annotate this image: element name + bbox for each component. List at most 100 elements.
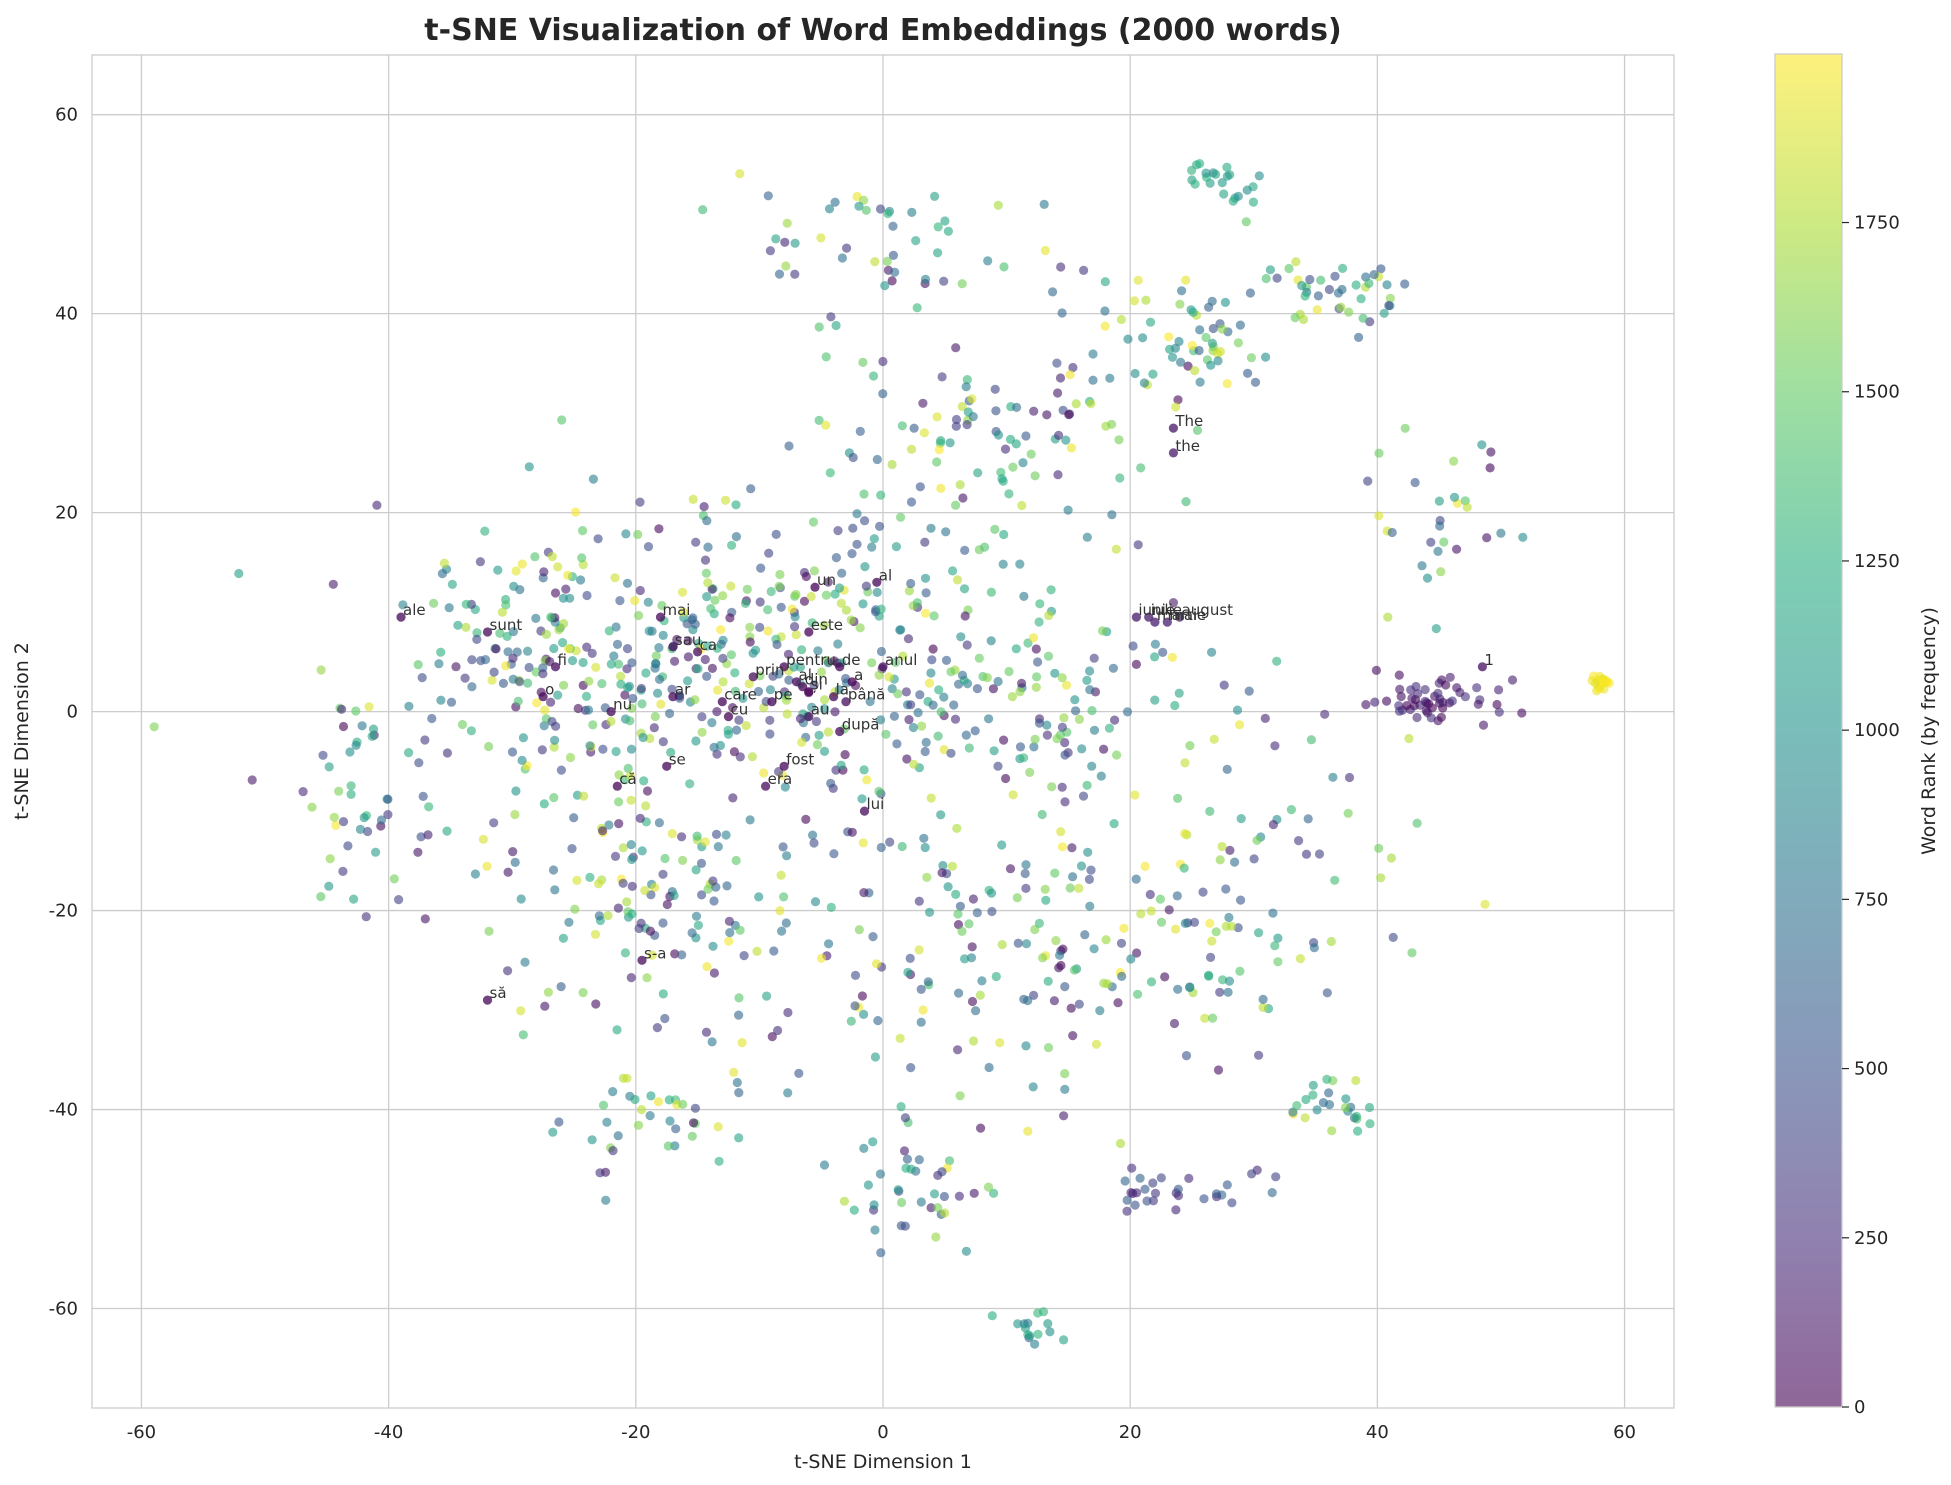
scatter-point (1011, 644, 1021, 654)
scatter-point (1145, 889, 1155, 900)
scatter-point (1030, 734, 1040, 744)
scatter-point (950, 714, 961, 724)
scatter-point (612, 639, 623, 650)
scatter-point (660, 1013, 670, 1024)
scatter-point (1344, 772, 1355, 783)
scatter-point (1222, 379, 1232, 389)
scatter-point (444, 603, 454, 613)
scatter-point (772, 639, 782, 650)
scatter-point (1055, 950, 1065, 960)
scatter-point (723, 729, 734, 739)
scatter-point (1017, 678, 1027, 689)
scatter-point (790, 622, 800, 632)
scatter-point (929, 1189, 940, 1199)
scatter-point (1142, 1196, 1152, 1206)
scatter-point (962, 375, 972, 385)
scatter-point (706, 604, 716, 614)
scatter-point (338, 721, 349, 732)
scatter-point (588, 720, 598, 730)
scatter-point (664, 1095, 674, 1105)
scatter-point (1131, 659, 1141, 670)
scatter-point (1449, 456, 1459, 466)
colorbar-tick-label: 0 (1854, 1397, 1865, 1418)
scatter-point (1021, 431, 1031, 441)
word-point (835, 726, 845, 737)
scatter-point (993, 676, 1003, 687)
scatter-point (604, 626, 614, 636)
scatter-point (1199, 1194, 1209, 1204)
scatter-point (960, 545, 970, 556)
scatter-point (1236, 814, 1246, 824)
scatter-point (821, 352, 831, 362)
scatter-point (1133, 275, 1143, 285)
scatter-point (1221, 921, 1231, 932)
scatter-point (670, 949, 680, 959)
scatter-point (614, 770, 624, 780)
scatter-point (755, 622, 765, 633)
word-point (761, 781, 771, 791)
scatter-point (711, 829, 722, 840)
scatter-point (653, 688, 663, 698)
scatter-point (627, 881, 637, 892)
scatter-point (790, 612, 800, 622)
scatter-point (1063, 505, 1073, 515)
scatter-point (926, 523, 936, 533)
scatter-point (999, 529, 1009, 540)
scatter-point (707, 1037, 717, 1047)
scatter-point (461, 622, 471, 632)
word-label: fi (558, 651, 567, 669)
scatter-point (888, 250, 899, 260)
scatter-point (1013, 1319, 1023, 1329)
scatter-point (549, 742, 559, 752)
scatter-point (1445, 672, 1455, 682)
scatter-point (765, 715, 775, 725)
scatter-point (1433, 546, 1443, 557)
scatter-point (953, 909, 963, 919)
scatter-point (630, 1094, 640, 1105)
scatter-point (1295, 954, 1305, 964)
scatter-point (671, 1124, 681, 1134)
word-label: după (842, 716, 880, 734)
scatter-point (944, 1156, 955, 1166)
scatter-point (1131, 874, 1141, 884)
scatter-point (472, 634, 482, 645)
scatter-point (820, 695, 830, 705)
scatter-point (972, 908, 982, 918)
scatter-point (951, 889, 961, 900)
scatter-point (678, 607, 688, 617)
scatter-point (892, 739, 902, 749)
scatter-point (553, 562, 563, 572)
scatter-point (635, 497, 645, 507)
scatter-point (1167, 352, 1178, 362)
scatter-point (1035, 599, 1045, 609)
word-label: iunie (1138, 601, 1175, 619)
scatter-point (907, 207, 917, 217)
scatter-point (1254, 928, 1264, 938)
scatter-point (1133, 989, 1143, 999)
scatter-point (1219, 189, 1229, 199)
scatter-point (1213, 356, 1223, 366)
scatter-point (1320, 709, 1330, 719)
word-point (668, 692, 678, 702)
scatter-point (355, 824, 365, 835)
scatter-point (955, 480, 965, 490)
scatter-point (1088, 349, 1098, 359)
scatter-point (595, 1168, 605, 1178)
scatter-point (683, 652, 694, 662)
word-label: au (811, 701, 830, 719)
scatter-point (611, 746, 621, 757)
scatter-point (1160, 972, 1170, 982)
scatter-point (614, 797, 624, 807)
scatter-point (731, 855, 741, 866)
scatter-point (1032, 672, 1042, 682)
scatter-point (1254, 1050, 1264, 1060)
scatter-point (891, 542, 902, 552)
scatter-point (983, 1182, 994, 1192)
scatter-point (1128, 641, 1138, 651)
scatter-point (895, 625, 905, 635)
scatter-point (424, 802, 434, 812)
scatter-point (1164, 905, 1174, 915)
scatter-point (741, 721, 751, 731)
scatter-point (1221, 884, 1231, 894)
scatter-point (1382, 280, 1392, 290)
